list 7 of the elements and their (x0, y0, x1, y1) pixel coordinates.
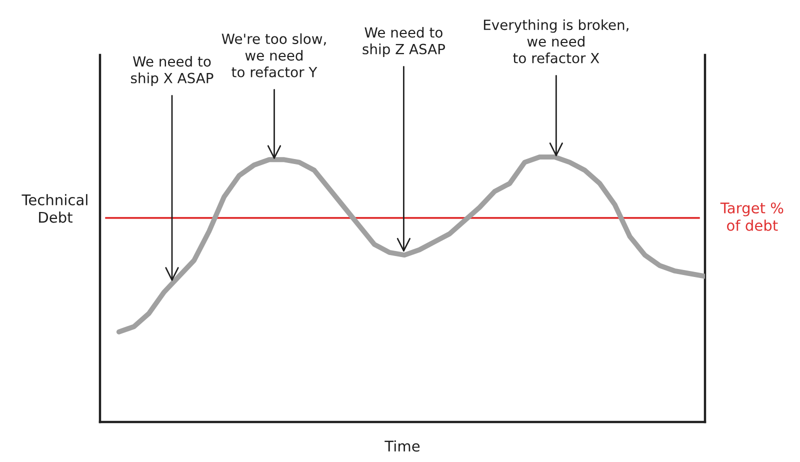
y-axis-title: Technical Debt (22, 194, 88, 223)
annotation: We're too slow, we need to refactor Y (222, 33, 326, 78)
annotation: We need to ship X ASAP (130, 56, 214, 86)
annotation: We need to ship Z ASAP (362, 26, 445, 57)
ref-line-label: Target % of debt (720, 202, 784, 231)
annotation: Everything is broken, we need to refactor X (484, 19, 628, 64)
x-axis-title: Time (384, 440, 420, 452)
